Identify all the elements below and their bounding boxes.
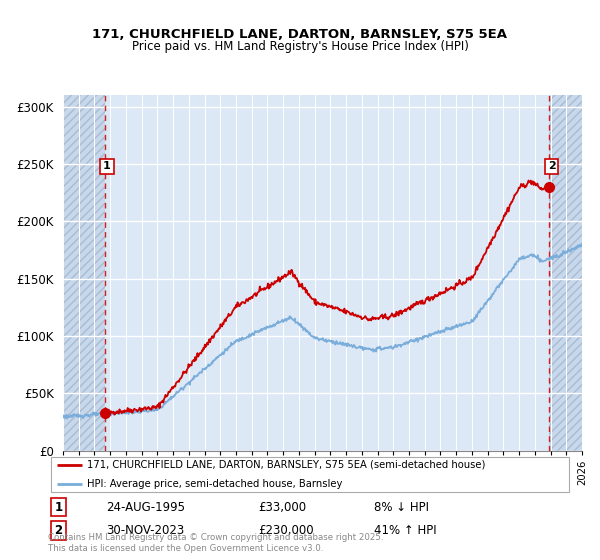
Text: Contains HM Land Registry data © Crown copyright and database right 2025.
This d: Contains HM Land Registry data © Crown c… [48, 533, 383, 553]
Text: 171, CHURCHFIELD LANE, DARTON, BARNSLEY, S75 5EA: 171, CHURCHFIELD LANE, DARTON, BARNSLEY,… [92, 28, 508, 41]
Text: 24-AUG-1995: 24-AUG-1995 [106, 501, 185, 514]
Text: 8% ↓ HPI: 8% ↓ HPI [373, 501, 428, 514]
Text: 2: 2 [548, 161, 556, 171]
Text: 2: 2 [55, 524, 62, 538]
Text: £230,000: £230,000 [258, 524, 314, 538]
Text: 1: 1 [103, 161, 111, 171]
Text: £33,000: £33,000 [258, 501, 306, 514]
Text: 41% ↑ HPI: 41% ↑ HPI [373, 524, 436, 538]
FancyBboxPatch shape [50, 458, 569, 492]
Text: 30-NOV-2023: 30-NOV-2023 [106, 524, 184, 538]
Text: Price paid vs. HM Land Registry's House Price Index (HPI): Price paid vs. HM Land Registry's House … [131, 40, 469, 53]
Text: 171, CHURCHFIELD LANE, DARTON, BARNSLEY, S75 5EA (semi-detached house): 171, CHURCHFIELD LANE, DARTON, BARNSLEY,… [88, 460, 486, 470]
Text: HPI: Average price, semi-detached house, Barnsley: HPI: Average price, semi-detached house,… [88, 479, 343, 489]
Text: 1: 1 [55, 501, 62, 514]
